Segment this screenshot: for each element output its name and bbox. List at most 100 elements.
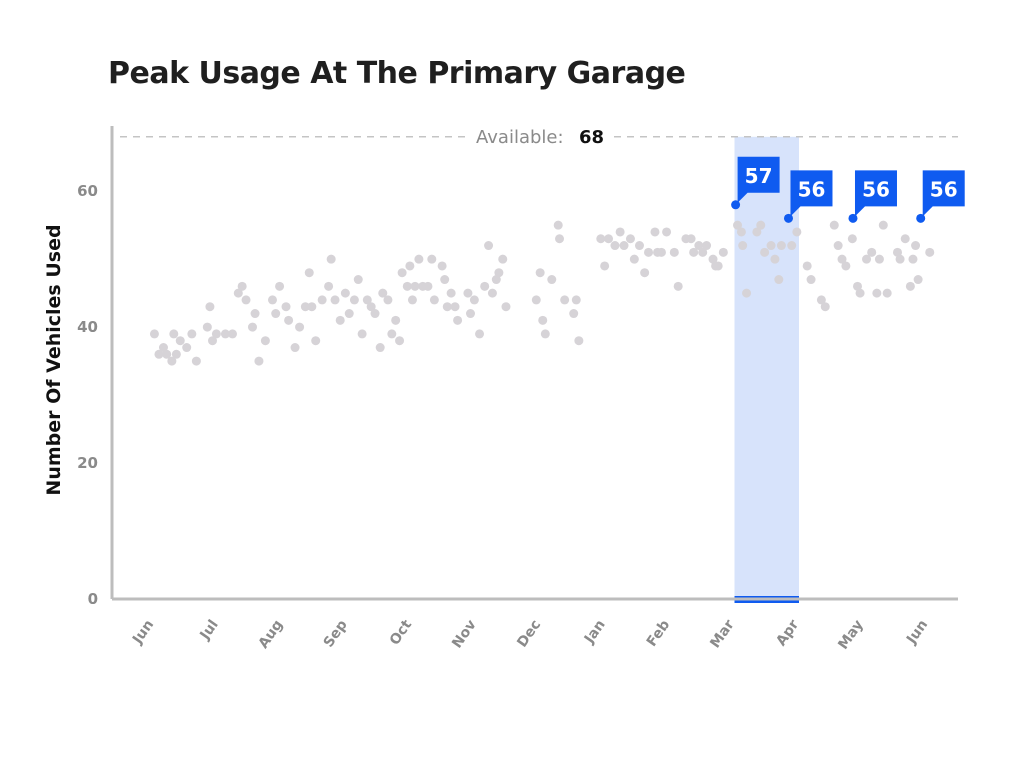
data-point [484,241,494,251]
data-point [466,309,475,319]
data-point [453,315,463,325]
data-point [774,275,784,285]
data-point [463,288,473,298]
x-tick-label: Mar [707,617,738,651]
data-point [366,302,376,312]
x-tick-label: Aug [255,617,286,651]
data-point [491,275,501,285]
annotation-flag-shape [737,156,780,203]
data-point [271,309,281,319]
annotation-flag: 56 [848,170,897,223]
data-point [395,336,405,346]
data-point [644,247,654,257]
annotation-label: 56 [862,177,890,201]
data-point [370,309,380,319]
data-point [555,234,565,244]
data-point [324,281,334,291]
data-point [344,309,354,319]
data-point [634,241,644,251]
y-tick-label: 0 [88,590,98,608]
data-point [760,247,770,257]
annotation-point [848,213,858,223]
data-point [391,315,401,325]
data-point [402,281,412,291]
data-point [307,302,317,312]
x-tick-label: Nov [449,617,480,651]
data-point [250,309,260,319]
data-point [237,281,247,291]
data-point [629,254,639,264]
annotation-flag-shape [922,170,965,217]
data-point [686,234,696,244]
data-point [702,241,712,251]
data-point [247,322,257,332]
data-point [437,261,447,271]
data-point [498,254,508,264]
data-point [925,247,935,257]
annotation-point [916,213,926,223]
data-point [600,261,610,271]
data-point [387,329,397,339]
data-point [233,288,243,298]
data-point [423,281,433,291]
data-point [330,295,340,305]
data-point [862,254,872,264]
data-point [553,220,563,230]
x-tick-label: Dec [514,617,544,650]
data-point [640,268,650,278]
data-point [469,295,479,305]
data-point [175,336,185,346]
data-point [656,247,666,257]
annotation-flag-shape [790,170,833,217]
data-point [211,329,221,339]
data-point [738,241,748,251]
data-point [619,241,629,251]
data-point [908,254,918,264]
x-tick-label: Jul [197,617,222,643]
highlight-band-layer [734,136,799,603]
data-point [220,329,230,339]
data-point [694,241,704,251]
y-tick-label: 60 [77,182,98,200]
data-point [547,275,557,285]
data-point [427,254,437,264]
data-point [847,234,857,244]
data-point [604,234,614,244]
reference-value: 68 [579,127,604,148]
available-reference-line: Available: 68 [120,127,958,148]
data-point [335,315,345,325]
data-point [158,343,168,353]
data-point [182,343,192,353]
data-point [353,275,363,285]
data-point [429,295,439,305]
data-point [713,261,723,271]
data-point [787,241,797,251]
data-point [494,268,504,278]
data-point [776,241,786,251]
data-point [281,302,291,312]
annotation-flags: 57 56 56 56 [731,156,965,223]
data-point [669,247,679,257]
data-point [853,281,862,291]
data-point [820,302,830,312]
annotation-label: 57 [745,164,773,188]
data-point [770,254,780,264]
data-point [205,302,215,312]
x-tick-label: Jun [903,617,931,648]
data-point [442,302,452,312]
data-point [625,234,635,244]
data-point [326,254,336,264]
data-point [187,329,197,339]
data-point [855,288,865,298]
data-point [191,356,201,366]
data-point [407,295,417,305]
data-point [792,227,802,237]
data-point [383,295,393,305]
data-point [571,295,581,305]
x-tick-label: Oct [387,617,416,648]
data-point [378,288,388,298]
annotation-flag-shape [854,170,897,217]
data-point [736,227,746,237]
data-points [149,220,935,366]
